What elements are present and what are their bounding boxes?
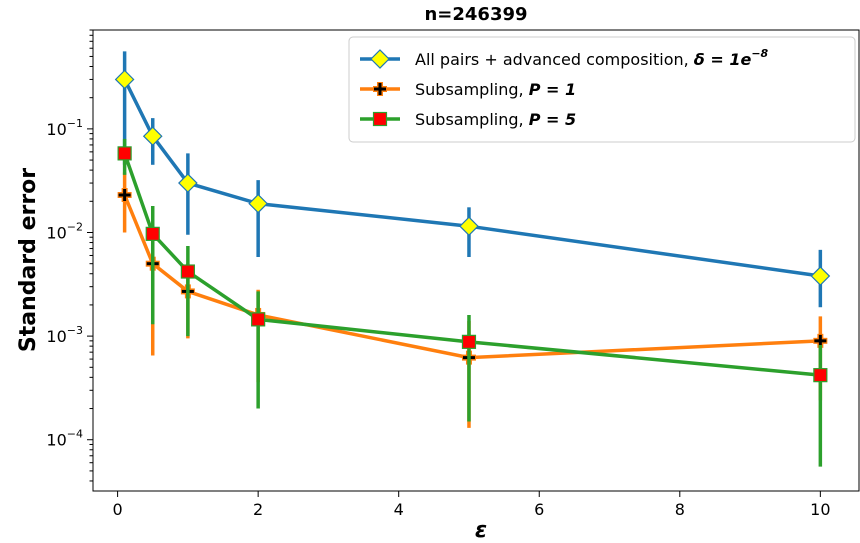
y-tick-label-0: 10−1 (46, 117, 83, 139)
legend: All pairs + advanced composition, δ = 1e… (348, 36, 856, 143)
legend-box (348, 36, 856, 143)
chart-title: n=246399 (424, 4, 527, 25)
x-tick-label-0: 0 (113, 500, 123, 519)
series-2-line (122, 152, 821, 377)
series-1-line (123, 194, 821, 360)
legend-label-2: Subsampling, P = 5 (415, 110, 576, 129)
series-0-point-0 (114, 69, 135, 90)
legend-label-1: Subsampling, P = 1 (415, 80, 576, 99)
legend-entry-2: Subsampling, P = 5 (360, 110, 576, 129)
series-2 (117, 138, 828, 467)
series-2-point-1 (145, 226, 160, 241)
y-tick-label-3: 10−4 (46, 428, 83, 450)
series-2-point-2 (180, 264, 195, 279)
x-tick-label-6: 6 (534, 500, 544, 519)
y-axis-label: Standard error (16, 168, 41, 352)
series-1-point-0 (117, 188, 132, 203)
plot-area: 0 2 4 6 8 10 10−1 10−2 10−3 10−4 (46, 29, 860, 519)
axes-frame (92, 29, 860, 492)
x-axis-label: ε (475, 518, 487, 543)
x-tick-label-8: 8 (675, 500, 685, 519)
y-tick-label-2: 10−3 (46, 324, 83, 346)
series-2-point-0 (117, 146, 132, 161)
series-2-point-5 (813, 368, 828, 383)
x-tick-label-10: 10 (810, 500, 830, 519)
legend-marker-1 (373, 82, 387, 96)
series-0-point-5 (810, 266, 831, 286)
series-0-point-1 (142, 126, 163, 147)
y-tick-label-1: 10−2 (46, 220, 83, 242)
series-layer (114, 51, 831, 467)
series-2-point-4 (461, 334, 477, 349)
series-0-point-3 (248, 193, 268, 214)
x-tick-label-2: 2 (253, 500, 263, 519)
legend-label-0: All pairs + advanced composition, δ = 1e… (415, 47, 769, 69)
series-1 (117, 172, 828, 428)
series-0-line (123, 78, 821, 278)
legend-marker-0 (370, 49, 390, 69)
series-0 (114, 51, 831, 308)
series-0-point-2 (178, 173, 198, 193)
series-0-point-4 (459, 216, 479, 237)
y-axis-ticks: 10−1 10−2 10−3 10−4 (46, 29, 93, 482)
series-2-point-3 (251, 312, 266, 327)
legend-entry-0: All pairs + advanced composition, δ = 1e… (360, 47, 769, 69)
legend-entry-1: Subsampling, P = 1 (360, 80, 576, 99)
x-tick-label-4: 4 (394, 500, 404, 519)
legend-marker-2 (372, 111, 388, 127)
x-axis-ticks: 0 2 4 6 8 10 (113, 491, 831, 519)
